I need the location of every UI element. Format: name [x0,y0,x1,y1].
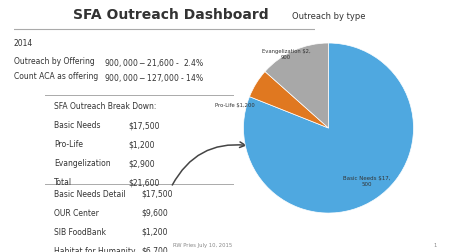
Text: SFA Outreach Dashboard: SFA Outreach Dashboard [73,8,269,21]
Text: Habitat for Humanity: Habitat for Humanity [54,246,135,252]
Text: $2,900: $2,900 [128,159,155,168]
Text: $9,600: $9,600 [142,208,168,217]
Text: Pro-Life: Pro-Life [54,140,83,149]
Text: Basic Needs Detail: Basic Needs Detail [54,189,126,198]
Text: Basic Needs $17,
500: Basic Needs $17, 500 [343,176,391,186]
Wedge shape [243,44,414,213]
Title: Outreach by type: Outreach by type [292,12,365,20]
Text: $900,000 -  $127,000 - 14%: $900,000 - $127,000 - 14% [104,72,203,84]
Text: $21,600: $21,600 [128,178,160,187]
Text: $900,000 -  $21,600 -  2.4%: $900,000 - $21,600 - 2.4% [104,57,203,69]
Wedge shape [249,72,328,129]
Text: 1: 1 [433,242,436,247]
Text: Total: Total [54,178,72,187]
Text: Evangelization $2,
900: Evangelization $2, 900 [262,49,310,59]
Text: Basic Needs: Basic Needs [54,121,100,130]
Text: Count ACA as offering: Count ACA as offering [14,72,98,81]
Text: $17,500: $17,500 [142,189,173,198]
Text: RW Pries July 10, 2015: RW Pries July 10, 2015 [173,242,232,247]
Wedge shape [265,44,328,129]
Text: $1,200: $1,200 [142,227,168,236]
Text: $6,700: $6,700 [142,246,168,252]
Text: 2014: 2014 [14,39,33,48]
Text: Outreach by Offering: Outreach by Offering [14,57,94,66]
Text: $17,500: $17,500 [128,121,160,130]
Text: Evangelization: Evangelization [54,159,111,168]
Text: SIB FoodBank: SIB FoodBank [54,227,106,236]
Text: OUR Center: OUR Center [54,208,99,217]
Text: SFA Outreach Break Down:: SFA Outreach Break Down: [54,102,157,111]
Text: $1,200: $1,200 [128,140,155,149]
Text: Pro-Life $1,200: Pro-Life $1,200 [215,102,255,107]
